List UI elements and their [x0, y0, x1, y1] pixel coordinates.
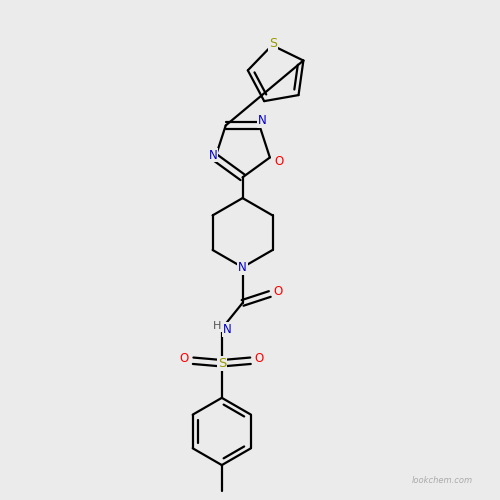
Text: O: O	[274, 155, 283, 168]
Text: N: N	[224, 323, 232, 336]
Text: O: O	[273, 285, 282, 298]
Text: N: N	[208, 148, 217, 162]
Text: H: H	[212, 321, 221, 331]
Text: S: S	[269, 38, 277, 51]
Text: N: N	[258, 114, 266, 127]
Text: lookchem.com: lookchem.com	[412, 476, 472, 485]
Text: O: O	[255, 352, 264, 366]
Text: N: N	[238, 261, 247, 274]
Text: S: S	[218, 356, 226, 370]
Text: O: O	[180, 352, 189, 366]
